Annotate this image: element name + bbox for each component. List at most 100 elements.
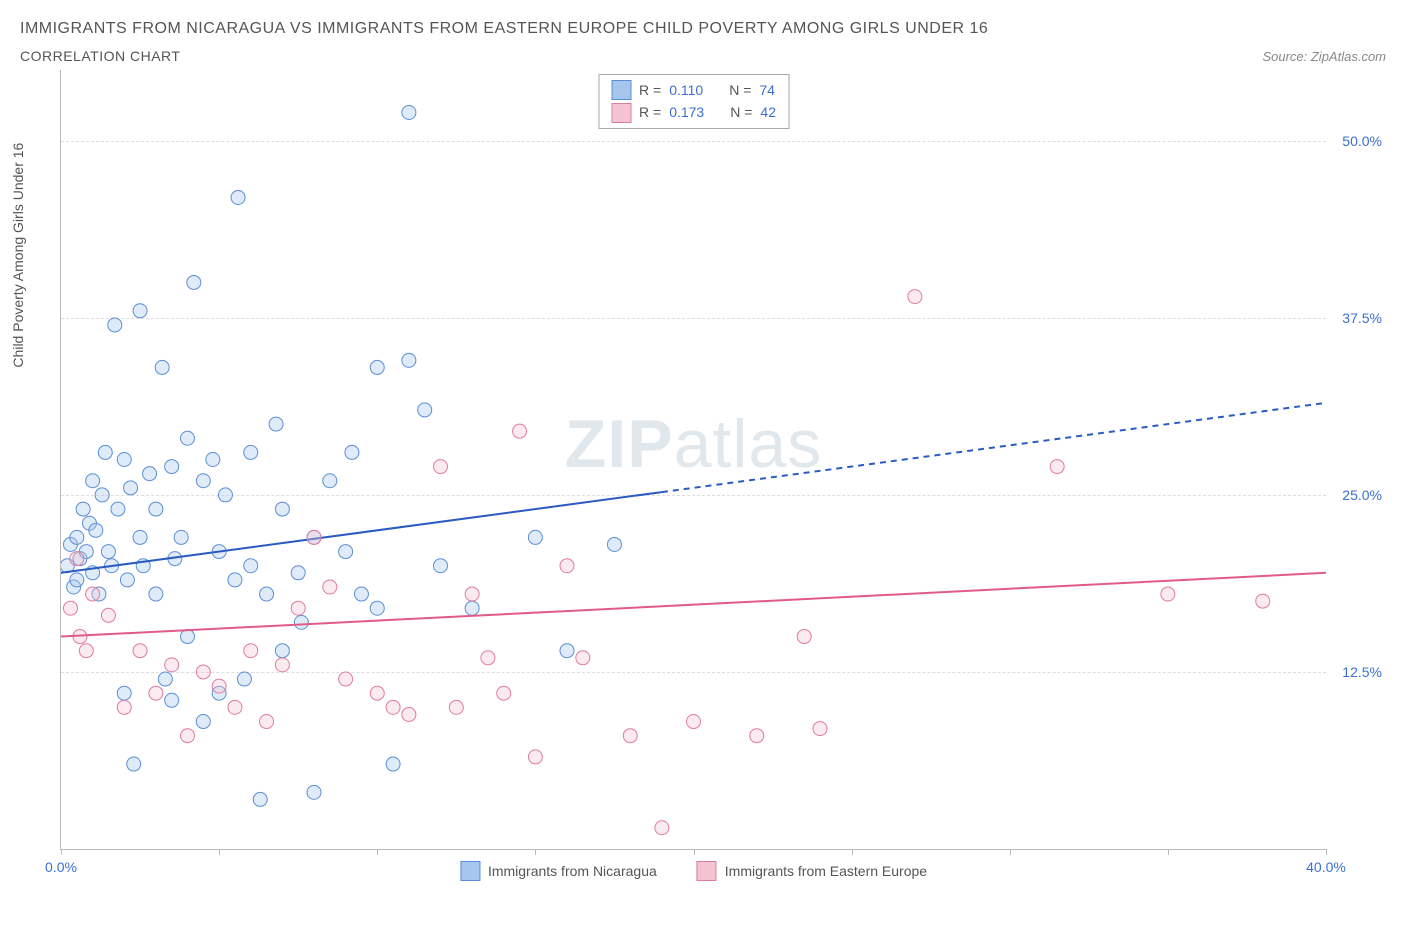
data-point [402, 707, 416, 721]
data-point [98, 445, 112, 459]
data-point [86, 587, 100, 601]
data-point [174, 530, 188, 544]
data-point [165, 658, 179, 672]
x-tick-mark [694, 849, 695, 855]
data-point [623, 729, 637, 743]
x-tick-mark [1326, 849, 1327, 855]
data-point [386, 757, 400, 771]
data-point [206, 453, 220, 467]
data-point [187, 275, 201, 289]
data-point [339, 672, 353, 686]
data-point [576, 651, 590, 665]
data-point [120, 573, 134, 587]
x-tick-label: 40.0% [1306, 859, 1346, 875]
data-point [165, 693, 179, 707]
data-point [196, 474, 210, 488]
data-point [465, 601, 479, 615]
data-point [291, 566, 305, 580]
data-point [89, 523, 103, 537]
data-point [497, 686, 511, 700]
data-point [79, 644, 93, 658]
data-point [528, 750, 542, 764]
data-point [228, 573, 242, 587]
r-label: R = [639, 79, 661, 101]
trend-line-dashed [662, 403, 1326, 492]
n-value: 74 [759, 79, 775, 101]
data-point [181, 431, 195, 445]
data-point [323, 474, 337, 488]
data-point [750, 729, 764, 743]
data-point [228, 700, 242, 714]
y-tick-label: 50.0% [1342, 133, 1382, 149]
data-point [218, 488, 232, 502]
data-point [269, 417, 283, 431]
data-point [149, 587, 163, 601]
data-point [117, 686, 131, 700]
data-point [231, 190, 245, 204]
data-point [1256, 594, 1270, 608]
data-point [165, 460, 179, 474]
chart-container: Child Poverty Among Girls Under 16 ZIPat… [20, 70, 1386, 890]
r-value: 0.110 [669, 79, 703, 101]
x-tick-mark [61, 849, 62, 855]
data-point [402, 353, 416, 367]
x-tick-mark [1010, 849, 1011, 855]
n-label: N = [730, 101, 752, 123]
data-point [560, 644, 574, 658]
data-point [70, 530, 84, 544]
y-tick-label: 12.5% [1342, 664, 1382, 680]
legend-row: R =0.173N =42 [611, 101, 776, 123]
data-point [418, 403, 432, 417]
data-point [449, 700, 463, 714]
y-tick-label: 37.5% [1342, 310, 1382, 326]
series-legend-item: Immigrants from Eastern Europe [697, 861, 927, 881]
series-name: Immigrants from Nicaragua [488, 863, 657, 879]
x-tick-label: 0.0% [45, 859, 77, 875]
data-point [655, 821, 669, 835]
data-point [370, 601, 384, 615]
data-point [95, 488, 109, 502]
data-point [196, 715, 210, 729]
legend-swatch [611, 80, 631, 100]
n-value: 42 [760, 101, 776, 123]
data-point [687, 715, 701, 729]
data-point [813, 722, 827, 736]
data-point [434, 460, 448, 474]
plot-area: ZIPatlas 12.5%25.0%37.5%50.0%0.0%40.0%R … [60, 70, 1326, 850]
data-point [307, 530, 321, 544]
data-point [149, 502, 163, 516]
data-point [101, 545, 115, 559]
data-point [108, 318, 122, 332]
data-point [370, 360, 384, 374]
data-point [402, 105, 416, 119]
data-point [244, 559, 258, 573]
trend-line [61, 573, 1326, 637]
data-point [513, 424, 527, 438]
series-legend: Immigrants from Nicaragua Immigrants from… [460, 861, 927, 881]
data-point [124, 481, 138, 495]
source-label: Source: ZipAtlas.com [1262, 49, 1386, 64]
data-point [244, 644, 258, 658]
y-tick-label: 25.0% [1342, 487, 1382, 503]
data-point [181, 630, 195, 644]
data-point [1050, 460, 1064, 474]
data-point [70, 552, 84, 566]
data-point [212, 679, 226, 693]
data-point [237, 672, 251, 686]
data-point [143, 467, 157, 481]
data-point [149, 686, 163, 700]
data-point [294, 615, 308, 629]
data-point [63, 601, 77, 615]
x-tick-mark [852, 849, 853, 855]
data-point [339, 545, 353, 559]
data-point [560, 559, 574, 573]
data-point [158, 672, 172, 686]
data-point [323, 580, 337, 594]
data-point [260, 587, 274, 601]
data-point [370, 686, 384, 700]
correlation-legend: R =0.110N =74R =0.173N =42 [598, 74, 789, 129]
data-point [117, 700, 131, 714]
data-point [481, 651, 495, 665]
data-point [1161, 587, 1175, 601]
legend-row: R =0.110N =74 [611, 79, 776, 101]
